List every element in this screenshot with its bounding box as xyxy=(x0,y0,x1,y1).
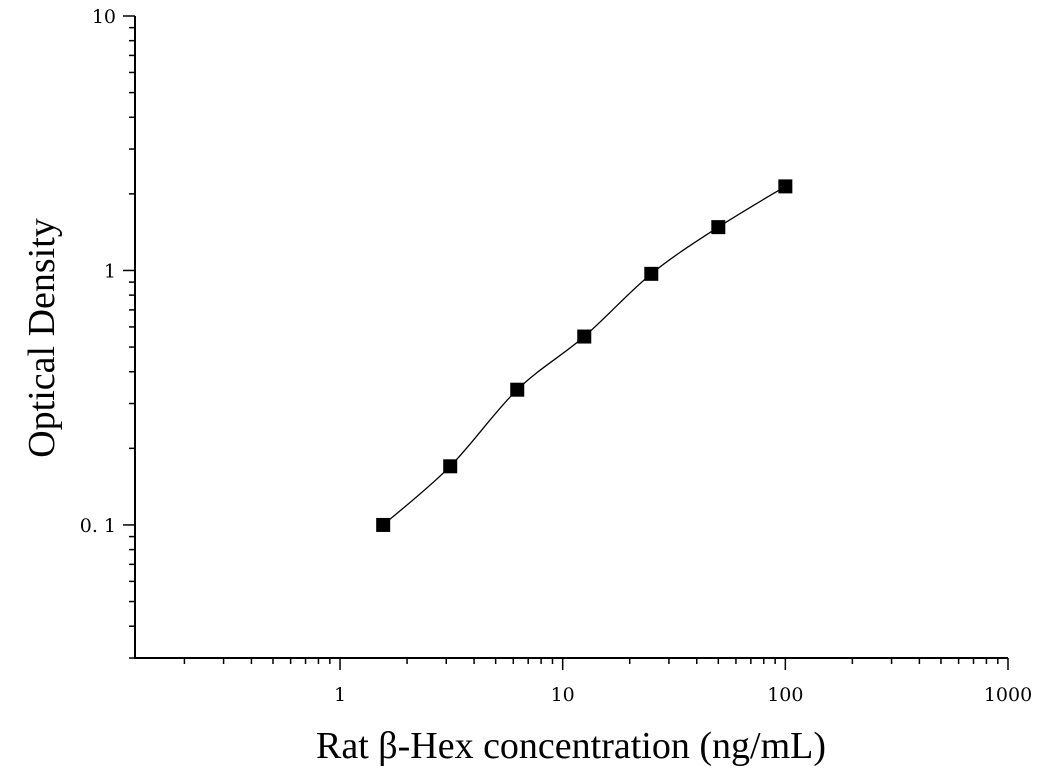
x-tick-label: 100 xyxy=(767,684,803,706)
data-point xyxy=(443,459,458,474)
x-tick-label: 1000 xyxy=(984,684,1032,706)
fit-curve xyxy=(382,185,786,526)
data-point xyxy=(376,517,391,532)
x-axis-title: Rat β-Hex concentration (ng/mL) xyxy=(316,725,826,767)
data-point xyxy=(644,266,659,281)
x-tick-label: 1 xyxy=(334,684,346,706)
data-point xyxy=(778,179,793,194)
data-point xyxy=(711,220,726,235)
y-axis-title: Optical Density xyxy=(21,218,63,458)
y-tick-label: 1 xyxy=(104,260,116,282)
ticks xyxy=(123,15,1009,670)
data-point xyxy=(510,382,525,397)
y-tick-label: 0. 1 xyxy=(80,515,116,537)
axes xyxy=(134,16,1008,659)
data-point xyxy=(577,329,592,344)
x-tick-label: 10 xyxy=(551,684,575,706)
y-tick-label: 10 xyxy=(92,6,116,28)
tick-labels: 1 10 100 1000 0. 1 1 10 xyxy=(80,6,1032,706)
data-points xyxy=(376,179,793,532)
